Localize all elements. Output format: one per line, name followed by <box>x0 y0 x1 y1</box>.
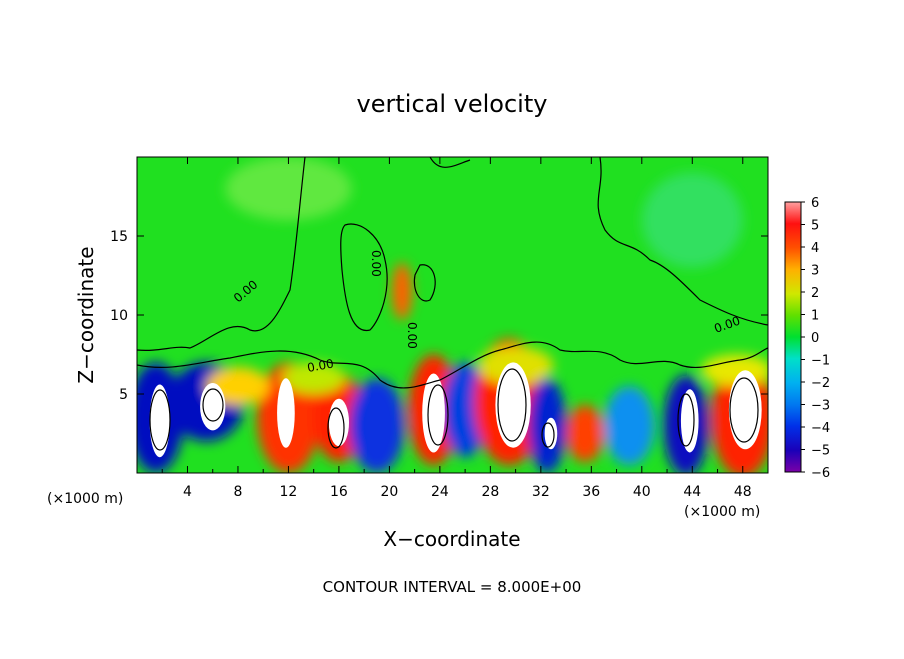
core-contour-7 <box>677 393 695 447</box>
velocity-core <box>200 382 226 431</box>
contour-label-3: 0.00 <box>369 250 383 277</box>
colorbar-tick-label: 5 <box>811 219 819 234</box>
colorbar-tick-label: −2 <box>811 376 830 391</box>
zero-contour-upper <box>340 223 388 331</box>
x-tick-label: 48 <box>734 484 752 500</box>
colorbar-tick-label: −6 <box>811 466 830 481</box>
zero-contour-main <box>137 157 768 351</box>
colorbar: 6 5 4 3 2 1 0 −1 −2 −3 −4 −5 −6 <box>784 196 830 481</box>
velocity-core <box>277 378 295 448</box>
x-tick-label: 20 <box>380 484 398 500</box>
colorbar-tick-label: 2 <box>811 286 819 301</box>
x-axis-label: X−coordinate <box>383 527 520 551</box>
contour-label-2: 0.00 <box>306 357 335 375</box>
core-contour-8 <box>729 377 759 443</box>
velocity-cell <box>282 362 346 395</box>
x-tick-label: 28 <box>481 484 499 500</box>
colorbar-tick-label: 4 <box>811 241 819 256</box>
velocity-core <box>495 362 531 448</box>
velocity-core <box>422 373 445 453</box>
x-tick-label: 44 <box>683 484 701 500</box>
colorbar-tick-label: −3 <box>811 399 830 414</box>
contour-label-4: 0.00 <box>405 322 419 349</box>
contour-lines <box>137 157 768 451</box>
core-contour-3 <box>327 407 345 449</box>
velocity-core <box>680 389 699 453</box>
velocity-cell <box>566 405 604 462</box>
colorbar-tick-label: 0 <box>811 331 819 346</box>
colorbar-tick-label: 1 <box>811 309 819 324</box>
y-tick-label: 15 <box>110 229 128 245</box>
chart-title: vertical velocity <box>357 90 548 118</box>
velocity-cells <box>137 157 768 473</box>
core-contour-6 <box>541 422 555 448</box>
colorbar-tick-label: −5 <box>811 444 830 459</box>
y-tick-label: 10 <box>110 308 128 324</box>
velocity-core <box>728 370 762 450</box>
core-contour-2 <box>202 388 224 422</box>
zero-contour-low <box>137 341 768 389</box>
zero-contour-upper-2 <box>413 264 436 302</box>
x-tick-label: 16 <box>330 484 348 500</box>
colorbar-tick-label: −1 <box>811 354 830 369</box>
x-tick-label: 12 <box>280 484 298 500</box>
x-tick-label: 8 <box>233 484 242 500</box>
x-tick-label: 36 <box>582 484 600 500</box>
y-axis: 5 10 15 <box>110 229 768 403</box>
core-contour-5 <box>497 368 527 442</box>
colorbar-tick-label: 3 <box>811 264 819 279</box>
x-tick-label: 24 <box>431 484 449 500</box>
velocity-cell <box>603 386 655 466</box>
x-axis: 4 8 12 16 20 24 28 32 36 40 44 48 <box>161 157 752 500</box>
contour-interval-label: CONTOUR INTERVAL = 8.000E+00 <box>323 578 582 596</box>
velocity-core <box>149 384 170 458</box>
x-tick-label: 32 <box>532 484 550 500</box>
colorbar-ticks: 6 5 4 3 2 1 0 −1 −2 −3 −4 −5 −6 <box>801 196 830 481</box>
core-contour-1 <box>149 389 171 451</box>
plot-area: 0.00 0.00 0.00 0.00 0.00 <box>137 157 768 473</box>
velocity-cell <box>391 262 413 320</box>
velocity-core <box>328 398 350 447</box>
x-axis-unit-right: (×1000 m) <box>684 504 760 520</box>
x-axis-unit-left: (×1000 m) <box>47 491 123 507</box>
y-tick-label: 5 <box>119 387 128 403</box>
velocity-cores <box>149 362 762 458</box>
velocity-cell <box>641 172 743 268</box>
colorbar-tick-label: −4 <box>811 421 830 436</box>
y-axis-label: Z−coordinate <box>74 246 98 383</box>
velocity-cell <box>349 378 405 473</box>
core-contour-4 <box>427 384 449 446</box>
velocity-cell <box>225 157 352 221</box>
x-tick-label: 40 <box>633 484 651 500</box>
x-tick-label: 4 <box>183 484 192 500</box>
colorbar-gradient <box>784 201 802 473</box>
colorbar-tick-label: 6 <box>811 196 819 211</box>
velocity-core <box>544 417 558 450</box>
